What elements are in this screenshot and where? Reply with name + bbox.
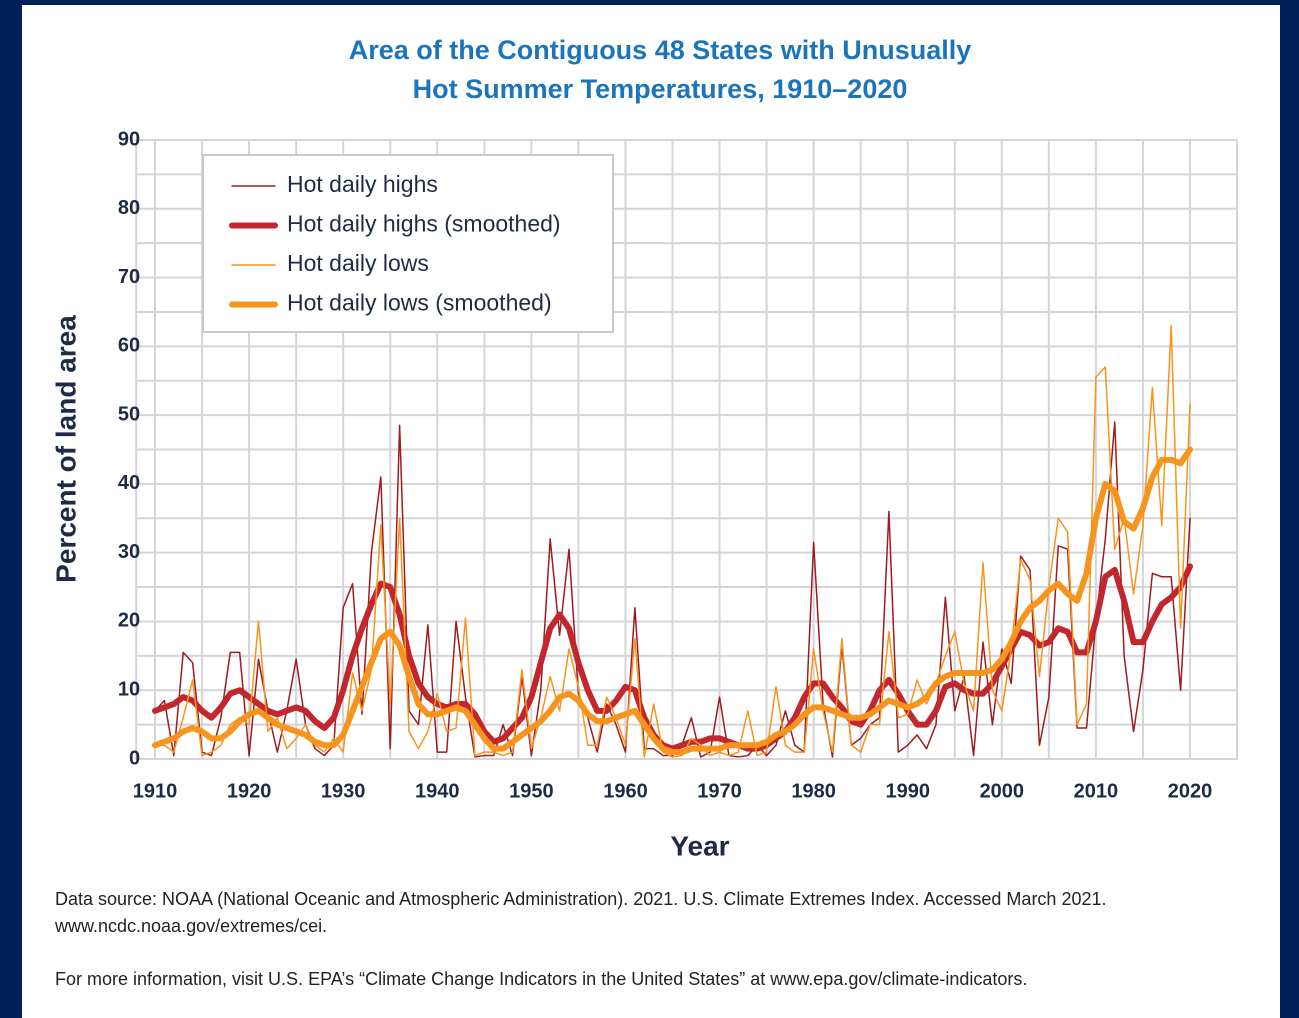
x-axis-label: Year <box>670 830 729 861</box>
x-tick-label: 1970 <box>697 780 742 802</box>
legend-label: Hot daily lows <box>287 250 429 276</box>
y-tick-label: 80 <box>118 197 140 219</box>
legend-label: Hot daily highs <box>287 171 438 197</box>
y-tick-label: 60 <box>118 335 140 357</box>
x-tick-label: 1930 <box>321 780 366 802</box>
x-tick-label: 2020 <box>1168 780 1213 802</box>
note: Data source: NOAA (National Oceanic and … <box>55 889 1107 909</box>
x-tick-label: 1920 <box>227 780 272 802</box>
y-tick-label: 70 <box>118 266 140 288</box>
y-tick-label: 20 <box>118 610 140 632</box>
chart-title: Area of the Contiguous 48 States with Un… <box>349 35 972 65</box>
x-tick-label: 1980 <box>791 780 836 802</box>
y-tick-label: 50 <box>118 403 140 425</box>
legend: Hot daily highs Hot daily highs (smoothed… <box>202 154 614 333</box>
x-tick-label: 2000 <box>980 780 1025 802</box>
y-tick-label: 30 <box>118 541 140 563</box>
y-tick-label: 10 <box>118 679 140 701</box>
y-tick-label: 0 <box>129 747 140 769</box>
note: www.ncdc.noaa.gov/extremes/cei. <box>54 916 327 936</box>
series-line <box>152 563 1193 752</box>
note: For more information, visit U.S. EPA’s “… <box>55 969 1027 989</box>
x-tick-label: 1950 <box>509 780 554 802</box>
x-tick-label: 1910 <box>133 780 178 802</box>
x-tick-label: 1990 <box>885 780 930 802</box>
legend-label: Hot daily lows (smoothed) <box>287 290 552 316</box>
y-axis-label: Percent of land area <box>50 315 81 583</box>
legend-label: Hot daily highs (smoothed) <box>287 211 561 237</box>
y-tick-label: 90 <box>118 128 140 150</box>
x-tick-label: 2010 <box>1074 780 1119 802</box>
x-tick-label: 1960 <box>603 780 648 802</box>
series-line <box>152 446 1193 756</box>
series-line <box>154 421 1191 758</box>
x-tick-label: 1940 <box>415 780 460 802</box>
chart-title: Hot Summer Temperatures, 1910–2020 <box>413 74 908 104</box>
y-tick-label: 40 <box>118 472 140 494</box>
